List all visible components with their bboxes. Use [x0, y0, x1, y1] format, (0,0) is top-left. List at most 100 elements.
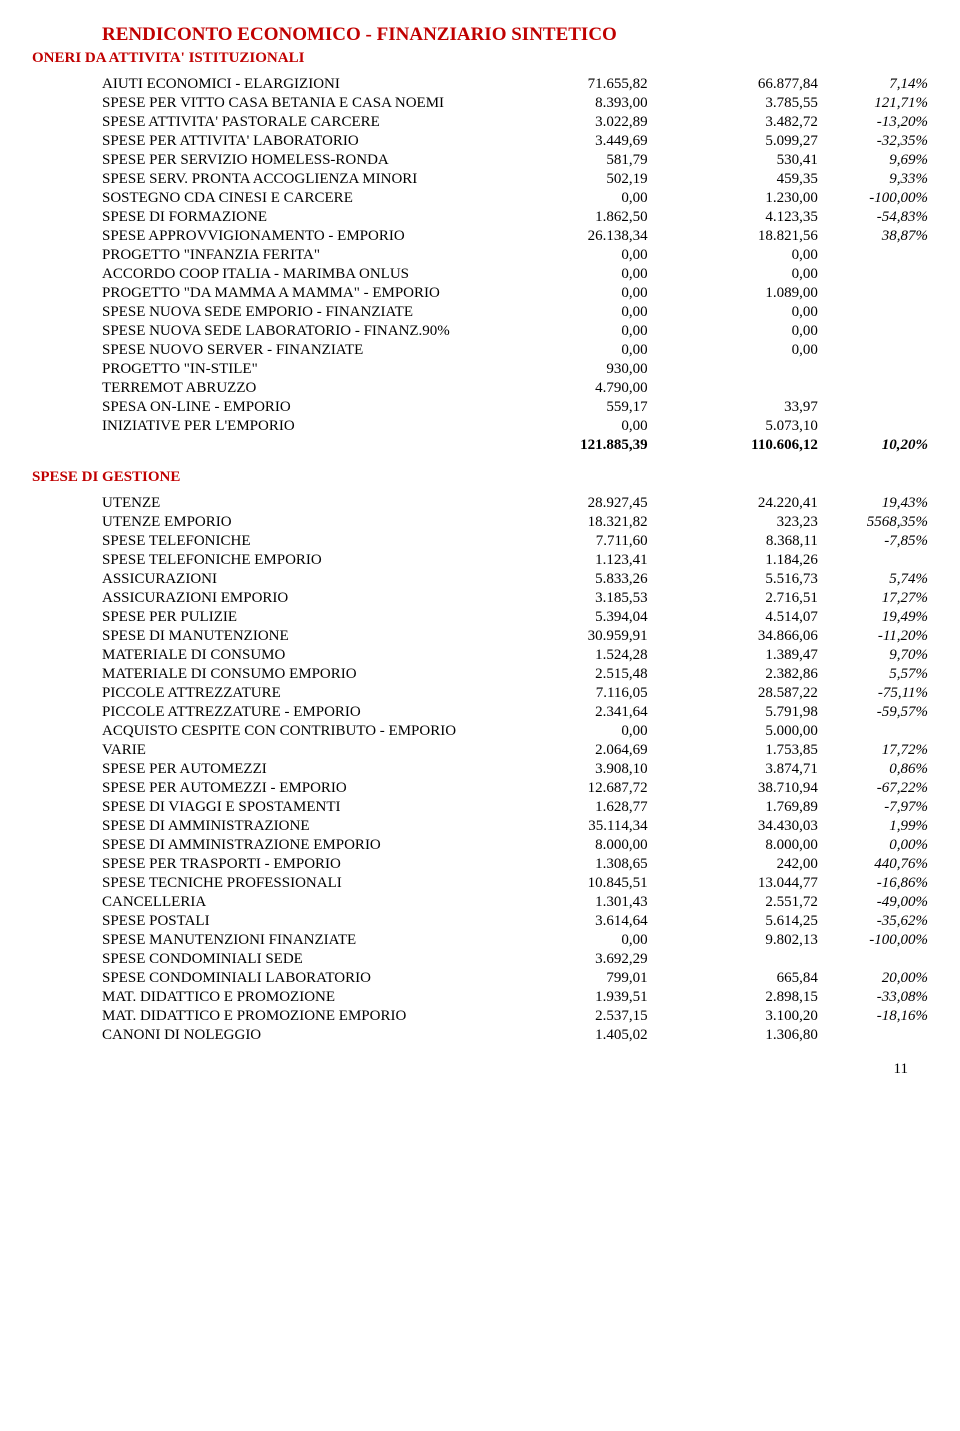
row-value-1: 7.116,05	[508, 684, 648, 703]
row-value-3: 38,87%	[818, 227, 928, 246]
row-value-1: 3.185,53	[508, 589, 648, 608]
row-value-2	[648, 950, 818, 969]
row-value-1: 2.537,15	[508, 1007, 648, 1026]
table-row: SPESE PER AUTOMEZZI - EMPORIO12.687,7238…	[32, 779, 928, 798]
row-value-2: 1.230,00	[648, 189, 818, 208]
row-value-2	[648, 379, 818, 398]
row-value-2: 34.430,03	[648, 817, 818, 836]
row-description: SPESE CONDOMINIALI LABORATORIO	[32, 969, 508, 988]
row-description: SPESE ATTIVITA' PASTORALE CARCERE	[32, 113, 508, 132]
table-row: PROGETTO "INFANZIA FERITA"0,000,00	[32, 246, 928, 265]
table-row: SPESE TELEFONICHE7.711,608.368,11-7,85%	[32, 532, 928, 551]
row-description: SPESE DI VIAGGI E SPOSTAMENTI	[32, 798, 508, 817]
table-row: SPESE DI MANUTENZIONE30.959,9134.866,06-…	[32, 627, 928, 646]
table-row: SPESE PER ATTIVITA' LABORATORIO3.449,695…	[32, 132, 928, 151]
page-number: 11	[32, 1061, 928, 1078]
row-value-2: 0,00	[648, 303, 818, 322]
row-value-1: 3.449,69	[508, 132, 648, 151]
row-value-2: 1.753,85	[648, 741, 818, 760]
row-description: CANCELLERIA	[32, 893, 508, 912]
row-value-1: 1.939,51	[508, 988, 648, 1007]
table-row: PICCOLE ATTREZZATURE - EMPORIO2.341,645.…	[32, 703, 928, 722]
table-row: SPESE TELEFONICHE EMPORIO1.123,411.184,2…	[32, 551, 928, 570]
row-description: UTENZE EMPORIO	[32, 513, 508, 532]
table-row: ASSICURAZIONI5.833,265.516,735,74%	[32, 570, 928, 589]
row-description: SPESE SERV. PRONTA ACCOGLIENZA MINORI	[32, 170, 508, 189]
row-value-3: -7,97%	[818, 798, 928, 817]
row-value-1: 2.341,64	[508, 703, 648, 722]
table-row: TERREMOT ABRUZZO4.790,00	[32, 379, 928, 398]
row-description: PICCOLE ATTREZZATURE - EMPORIO	[32, 703, 508, 722]
row-description: PROGETTO "INFANZIA FERITA"	[32, 246, 508, 265]
row-value-2: 3.100,20	[648, 1007, 818, 1026]
row-value-1: 0,00	[508, 417, 648, 436]
row-value-3: 19,43%	[818, 494, 928, 513]
row-value-1: 35.114,34	[508, 817, 648, 836]
row-description: AIUTI ECONOMICI - ELARGIZIONI	[32, 75, 508, 94]
row-value-2: 5.516,73	[648, 570, 818, 589]
row-value-3: -16,86%	[818, 874, 928, 893]
table-row: CANONI DI NOLEGGIO1.405,021.306,80	[32, 1026, 928, 1045]
row-description: SPESE CONDOMINIALI SEDE	[32, 950, 508, 969]
row-value-1: 30.959,91	[508, 627, 648, 646]
row-value-3: -54,83%	[818, 208, 928, 227]
row-value-2: 665,84	[648, 969, 818, 988]
row-value-3: 9,33%	[818, 170, 928, 189]
row-value-3: 1,99%	[818, 817, 928, 836]
row-value-2: 38.710,94	[648, 779, 818, 798]
table-row: MAT. DIDATTICO E PROMOZIONE1.939,512.898…	[32, 988, 928, 1007]
financial-table: UTENZE28.927,4524.220,4119,43%UTENZE EMP…	[32, 494, 928, 1045]
table-row: SPESE NUOVO SERVER - FINANZIATE0,000,00	[32, 341, 928, 360]
table-row: SPESE TECNICHE PROFESSIONALI10.845,5113.…	[32, 874, 928, 893]
row-value-3: -67,22%	[818, 779, 928, 798]
row-value-3	[818, 284, 928, 303]
row-value-1: 1.862,50	[508, 208, 648, 227]
row-value-3: 20,00%	[818, 969, 928, 988]
table-row: MATERIALE DI CONSUMO EMPORIO2.515,482.38…	[32, 665, 928, 684]
row-value-3: 5568,35%	[818, 513, 928, 532]
row-value-1: 1.628,77	[508, 798, 648, 817]
row-description: SPESE DI AMMINISTRAZIONE	[32, 817, 508, 836]
row-value-2: 18.821,56	[648, 227, 818, 246]
row-value-3: 17,27%	[818, 589, 928, 608]
row-description: MATERIALE DI CONSUMO	[32, 646, 508, 665]
row-value-1: 0,00	[508, 303, 648, 322]
row-value-3: 19,49%	[818, 608, 928, 627]
table-row: SPESE NUOVA SEDE LABORATORIO - FINANZ.90…	[32, 322, 928, 341]
row-description: SPESE NUOVA SEDE EMPORIO - FINANZIATE	[32, 303, 508, 322]
table-row: PROGETTO "DA MAMMA A MAMMA" - EMPORIO0,0…	[32, 284, 928, 303]
table-row: MAT. DIDATTICO E PROMOZIONE EMPORIO2.537…	[32, 1007, 928, 1026]
row-description: MAT. DIDATTICO E PROMOZIONE	[32, 988, 508, 1007]
row-value-3: -59,57%	[818, 703, 928, 722]
row-value-2: 2.716,51	[648, 589, 818, 608]
table-row: SPESE POSTALI3.614,645.614,25-35,62%	[32, 912, 928, 931]
row-value-3	[818, 950, 928, 969]
row-value-2: 8.000,00	[648, 836, 818, 855]
row-value-1: 3.614,64	[508, 912, 648, 931]
row-description: MAT. DIDATTICO E PROMOZIONE EMPORIO	[32, 1007, 508, 1026]
row-value-3: 121,71%	[818, 94, 928, 113]
row-value-1: 3.908,10	[508, 760, 648, 779]
row-value-1: 799,01	[508, 969, 648, 988]
row-value-3	[818, 379, 928, 398]
row-value-2: 323,23	[648, 513, 818, 532]
table-row: SPESE ATTIVITA' PASTORALE CARCERE3.022,8…	[32, 113, 928, 132]
table-row: UTENZE28.927,4524.220,4119,43%	[32, 494, 928, 513]
row-description: TERREMOT ABRUZZO	[32, 379, 508, 398]
row-value-2: 3.482,72	[648, 113, 818, 132]
row-value-3: -32,35%	[818, 132, 928, 151]
table-row: INIZIATIVE PER L'EMPORIO0,005.073,10	[32, 417, 928, 436]
row-description: SPESE PER VITTO CASA BETANIA E CASA NOEM…	[32, 94, 508, 113]
table-total-row: 121.885,39110.606,1210,20%	[32, 436, 928, 455]
row-value-1: 1.405,02	[508, 1026, 648, 1045]
table-row: ASSICURAZIONI EMPORIO3.185,532.716,5117,…	[32, 589, 928, 608]
row-value-1: 0,00	[508, 284, 648, 303]
row-value-2: 66.877,84	[648, 75, 818, 94]
row-value-1: 5.833,26	[508, 570, 648, 589]
row-description: PROGETTO "IN-STILE"	[32, 360, 508, 379]
row-value-3	[818, 265, 928, 284]
table-row: SPESE DI AMMINISTRAZIONE EMPORIO8.000,00…	[32, 836, 928, 855]
row-description: SPESE NUOVO SERVER - FINANZIATE	[32, 341, 508, 360]
row-value-1: 0,00	[508, 246, 648, 265]
table-row: MATERIALE DI CONSUMO1.524,281.389,479,70…	[32, 646, 928, 665]
